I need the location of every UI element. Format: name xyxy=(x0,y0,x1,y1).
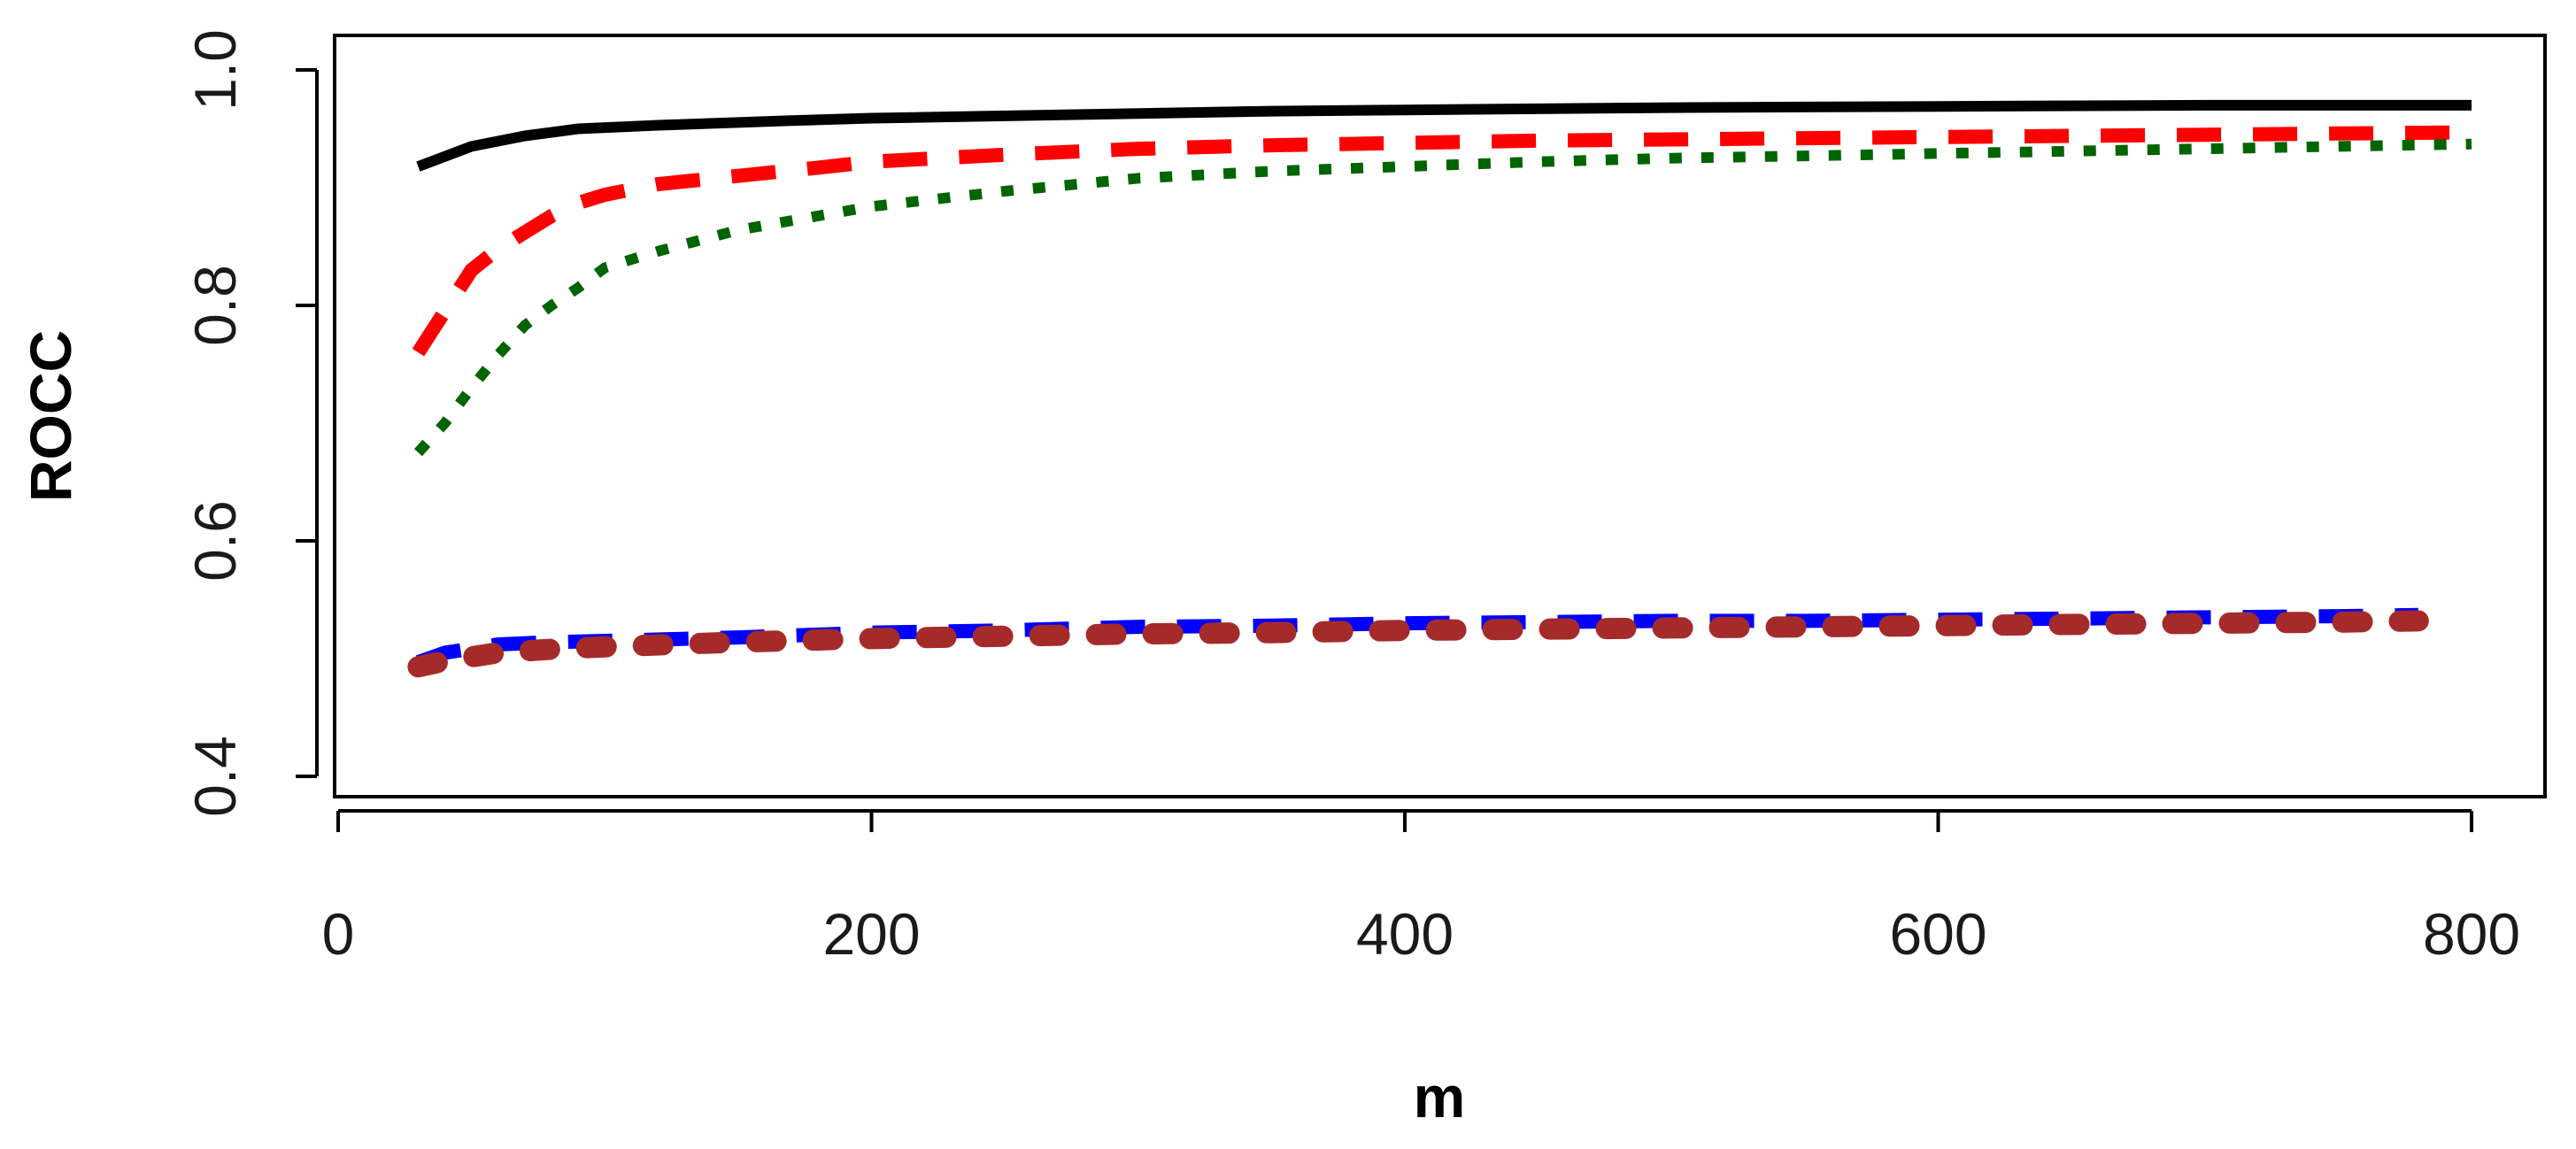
x-tick-label: 0 xyxy=(322,901,355,967)
x-tick-label: 200 xyxy=(822,901,920,967)
x-axis: 0 200 400 600 800 xyxy=(322,809,2520,967)
series-line-black-solid xyxy=(416,99,2472,172)
series-line-brown-thick-dashed xyxy=(407,610,2429,678)
x-tick-label: 400 xyxy=(1356,901,1454,967)
series-line-red-dashed xyxy=(412,125,2472,357)
y-axis-title: ROCC xyxy=(18,330,83,502)
y-tick-label: 0.6 xyxy=(182,500,248,582)
y-tick-label: 0.4 xyxy=(182,736,248,817)
x-tick-label: 800 xyxy=(2423,901,2520,967)
x-axis-title: m xyxy=(1414,1064,1466,1130)
plot-frame xyxy=(333,34,2547,798)
y-tick-label: 1.0 xyxy=(182,29,248,111)
y-tick-label: 0.8 xyxy=(182,265,248,346)
x-tick-label: 600 xyxy=(1889,901,1986,967)
series-group xyxy=(407,99,2472,678)
series-line-green-dotted xyxy=(413,138,2472,457)
y-axis: 0.4 0.6 0.8 1.0 xyxy=(182,29,319,817)
